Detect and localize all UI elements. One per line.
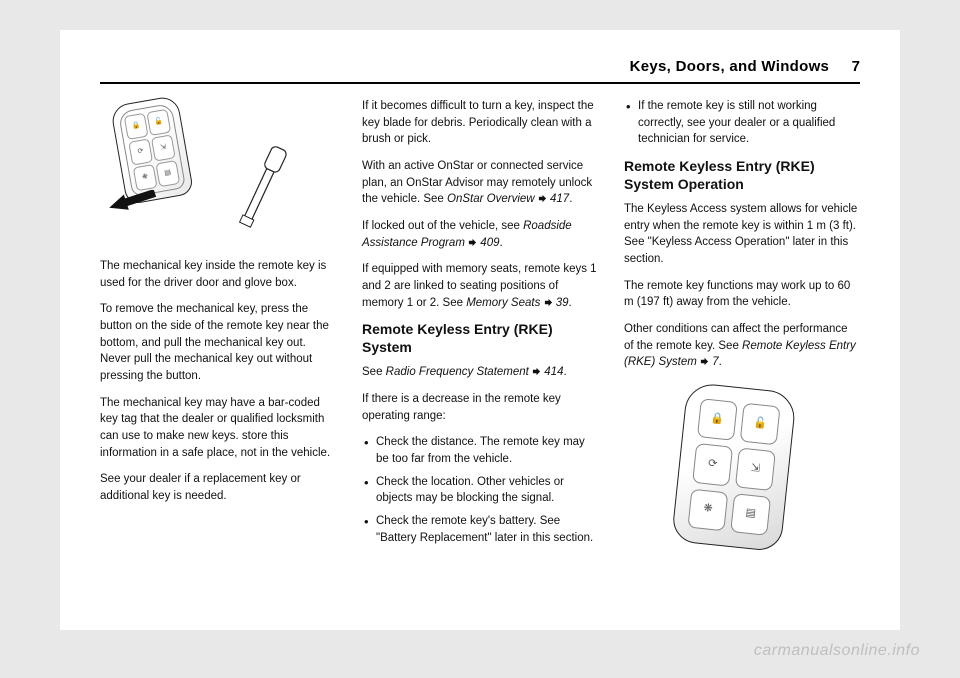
cross-ref-title: OnStar Overview [447, 193, 535, 205]
text-run: If locked out of the vehicle, see [362, 220, 523, 232]
xref-icon [538, 194, 547, 203]
xref-icon [468, 238, 477, 247]
manual-page: Keys, Doors, and Windows 7 🔒 🔓 ⟳ ⇲ ❋ ▤ [60, 30, 900, 630]
body-text: The mechanical key inside the remote key… [100, 258, 336, 291]
body-text: If equipped with memory seats, remote ke… [362, 261, 598, 311]
content-columns: 🔒 🔓 ⟳ ⇲ ❋ ▤ [100, 98, 860, 608]
cross-ref-page: 414 [541, 366, 563, 378]
text-run: . [563, 366, 566, 378]
text-run: . [500, 237, 503, 249]
xref-icon [532, 367, 541, 376]
lock-icon: 🔒 [124, 113, 149, 140]
key-fob-with-blade-illustration: 🔒 🔓 ⟳ ⇲ ❋ ▤ [100, 98, 336, 248]
remote-start-icon: ⟳ [128, 138, 153, 165]
body-text: See your dealer if a replacement key or … [100, 471, 336, 504]
remote-key-fob-icon: 🔒 🔓 ⟳ ⇲ ❋ ▤ [110, 95, 194, 205]
body-text: If there is a decrease in the remote key… [362, 391, 598, 424]
section-title: Keys, Doors, and Windows [630, 58, 830, 75]
list-item: If the remote key is still not working c… [624, 98, 860, 148]
body-text: To remove the mechanical key, press the … [100, 301, 336, 384]
section-heading: Remote Keyless Entry (RKE) System [362, 321, 598, 356]
body-text: With an active OnStar or connected servi… [362, 158, 598, 208]
window-icon: ▤ [155, 160, 180, 187]
body-text: If locked out of the vehicle, see Roadsi… [362, 218, 598, 251]
body-text: Other conditions can affect the performa… [624, 321, 860, 371]
cross-ref-title: Memory Seats [466, 297, 540, 309]
body-text: See Radio Frequency Statement 414. [362, 364, 598, 381]
column-1: 🔒 🔓 ⟳ ⇲ ❋ ▤ [100, 98, 336, 608]
body-text: The mechanical key may have a bar-coded … [100, 395, 336, 462]
text-run: . [719, 356, 722, 368]
bullet-list: If the remote key is still not working c… [624, 98, 860, 148]
cross-ref-title: Radio Frequency Statement [386, 366, 529, 378]
list-item: Check the distance. The remote key may b… [362, 434, 598, 467]
cross-ref-page: 417 [547, 193, 569, 205]
arrow-icon [108, 190, 158, 210]
unlock-icon: 🔓 [740, 403, 781, 446]
text-run: See [362, 366, 386, 378]
page-number: 7 [852, 58, 860, 75]
body-text: The Keyless Access system allows for veh… [624, 201, 860, 268]
cross-ref-page: 7 [709, 356, 719, 368]
column-2: If it becomes difficult to turn a key, i… [362, 98, 598, 608]
watermark: carmanualsonline.info [754, 642, 920, 660]
key-blade-icon [226, 138, 296, 238]
list-item: Check the location. Other vehicles or ob… [362, 474, 598, 507]
tailgate-icon: ⇲ [735, 448, 776, 491]
section-heading: Remote Keyless Entry (RKE) System Operat… [624, 158, 860, 193]
body-text: If it becomes difficult to turn a key, i… [362, 98, 598, 148]
remote-key-illustration: 🔒 🔓 ⟳ ⇲ ❋ ▤ [624, 381, 860, 561]
xref-icon [700, 357, 709, 366]
cross-ref-page: 39 [553, 297, 569, 309]
column-3: If the remote key is still not working c… [624, 98, 860, 608]
text-run: . [569, 297, 572, 309]
lock-icon: 🔒 [697, 398, 738, 441]
tailgate-icon: ⇲ [151, 134, 176, 161]
xref-icon [544, 298, 553, 307]
text-run: . [569, 193, 572, 205]
unlock-icon: 🔓 [146, 109, 171, 136]
body-text: The remote key functions may work up to … [624, 278, 860, 311]
panic-icon: ❋ [133, 164, 158, 191]
remote-key-fob-large-icon: 🔒 🔓 ⟳ ⇲ ❋ ▤ [671, 382, 797, 553]
window-icon: ▤ [730, 493, 771, 536]
bullet-list: Check the distance. The remote key may b… [362, 434, 598, 546]
page-header: Keys, Doors, and Windows 7 [100, 58, 860, 84]
list-item: Check the remote key's battery. See "Bat… [362, 513, 598, 546]
remote-start-icon: ⟳ [692, 443, 733, 486]
cross-ref-page: 409 [477, 237, 499, 249]
panic-icon: ❋ [687, 488, 728, 531]
